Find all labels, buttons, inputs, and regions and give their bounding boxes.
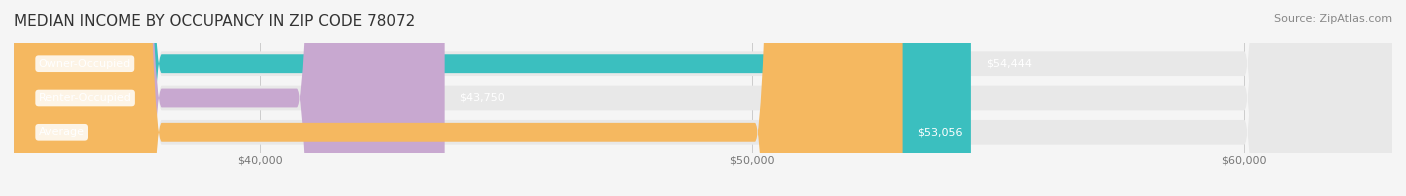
FancyBboxPatch shape [14,0,1392,196]
FancyBboxPatch shape [14,0,1392,196]
FancyBboxPatch shape [14,0,972,196]
Text: $43,750: $43,750 [460,93,505,103]
Text: MEDIAN INCOME BY OCCUPANCY IN ZIP CODE 78072: MEDIAN INCOME BY OCCUPANCY IN ZIP CODE 7… [14,14,415,29]
FancyBboxPatch shape [14,0,1392,196]
Text: Average: Average [39,127,84,137]
Text: Renter-Occupied: Renter-Occupied [39,93,132,103]
FancyBboxPatch shape [14,0,444,196]
Text: $53,056: $53,056 [917,127,963,137]
Text: Source: ZipAtlas.com: Source: ZipAtlas.com [1274,14,1392,24]
Text: Owner-Occupied: Owner-Occupied [39,59,131,69]
FancyBboxPatch shape [14,0,903,196]
Text: $54,444: $54,444 [986,59,1032,69]
